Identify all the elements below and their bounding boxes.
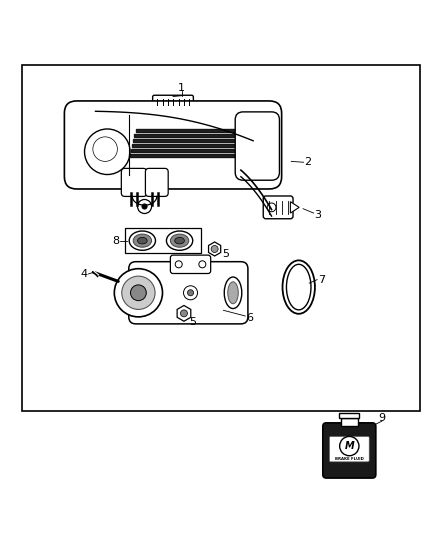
Circle shape: [211, 246, 218, 253]
FancyBboxPatch shape: [170, 255, 211, 273]
Ellipse shape: [283, 260, 315, 314]
Circle shape: [93, 137, 117, 161]
Circle shape: [114, 269, 162, 317]
Ellipse shape: [286, 264, 311, 310]
Text: 7: 7: [318, 274, 325, 285]
Circle shape: [180, 310, 187, 317]
Text: 2: 2: [304, 157, 311, 167]
Polygon shape: [208, 242, 221, 256]
Text: 1: 1: [178, 83, 185, 93]
Circle shape: [267, 203, 276, 212]
Ellipse shape: [228, 282, 238, 304]
Circle shape: [142, 204, 147, 209]
Text: BRAKE FLUID: BRAKE FLUID: [335, 457, 364, 461]
Circle shape: [184, 286, 198, 300]
FancyBboxPatch shape: [152, 95, 194, 108]
Text: 5: 5: [189, 317, 196, 327]
Text: M: M: [344, 441, 354, 451]
FancyBboxPatch shape: [329, 437, 369, 462]
Text: 8: 8: [112, 236, 119, 246]
Circle shape: [138, 199, 152, 214]
FancyBboxPatch shape: [235, 112, 279, 180]
Text: 6: 6: [246, 313, 253, 323]
Text: 5: 5: [223, 249, 230, 259]
Bar: [339, 413, 359, 418]
Text: 9: 9: [378, 414, 385, 424]
Ellipse shape: [170, 234, 189, 247]
FancyBboxPatch shape: [263, 196, 293, 219]
Bar: [161, 107, 185, 115]
Text: 3: 3: [314, 210, 321, 220]
FancyBboxPatch shape: [145, 168, 168, 197]
Ellipse shape: [166, 231, 193, 251]
Ellipse shape: [133, 234, 152, 247]
FancyBboxPatch shape: [129, 262, 248, 324]
Circle shape: [340, 437, 359, 456]
Bar: [341, 418, 357, 426]
Circle shape: [199, 261, 206, 268]
FancyBboxPatch shape: [323, 423, 376, 478]
Text: 4: 4: [81, 269, 88, 279]
Circle shape: [122, 276, 155, 310]
Polygon shape: [177, 305, 191, 321]
Polygon shape: [290, 201, 299, 213]
Circle shape: [131, 285, 146, 301]
Circle shape: [85, 129, 130, 174]
FancyBboxPatch shape: [64, 101, 282, 189]
Circle shape: [187, 290, 194, 296]
Bar: [22, 65, 420, 411]
Ellipse shape: [175, 237, 184, 244]
Circle shape: [175, 261, 182, 268]
Ellipse shape: [129, 231, 155, 251]
Ellipse shape: [138, 237, 147, 244]
Ellipse shape: [224, 277, 242, 309]
FancyBboxPatch shape: [121, 168, 147, 197]
Bar: [125, 228, 201, 253]
